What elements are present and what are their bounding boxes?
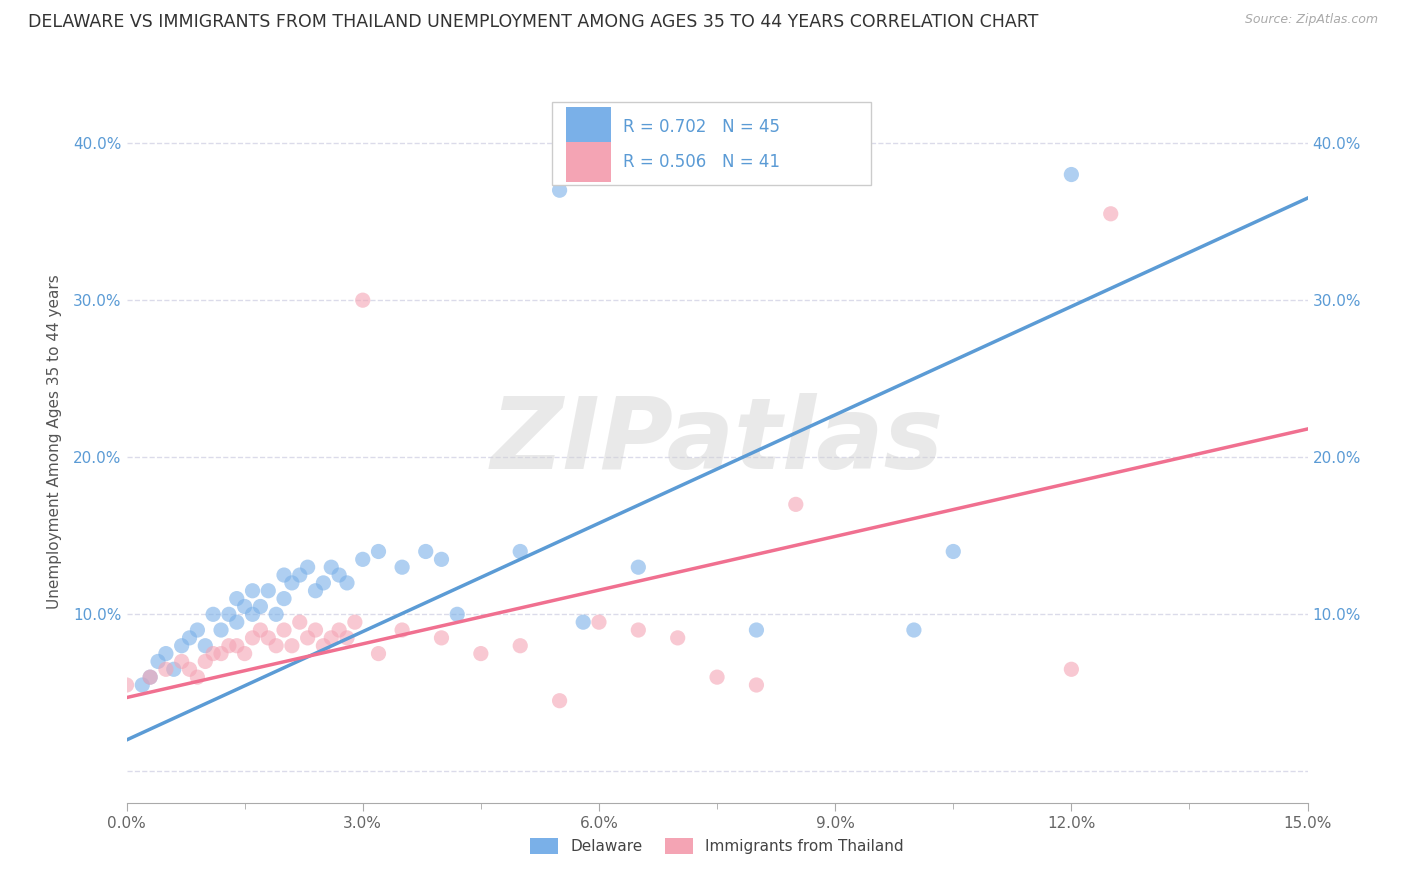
Point (264, 639, 287, 653)
Point (321, 631, 343, 645)
FancyBboxPatch shape (565, 142, 610, 182)
Point (336, 631, 359, 645)
Point (509, 544, 531, 558)
Point (1060, 168, 1083, 182)
FancyBboxPatch shape (565, 107, 610, 147)
Point (288, 615, 311, 630)
Point (194, 655, 217, 669)
Point (352, 293, 374, 308)
Point (367, 544, 389, 558)
Point (155, 662, 177, 676)
Point (155, 647, 177, 661)
Point (321, 560, 343, 574)
Point (281, 575, 304, 590)
Point (1060, 662, 1083, 676)
Point (297, 560, 319, 574)
Point (430, 552, 453, 566)
Point (588, 615, 610, 630)
Point (242, 583, 264, 598)
Point (273, 568, 295, 582)
Point (209, 623, 232, 637)
Point (415, 544, 437, 558)
Point (288, 568, 311, 582)
Point (146, 655, 169, 669)
Point (824, 144, 846, 158)
Point (666, 631, 689, 645)
Point (179, 631, 201, 645)
Point (163, 662, 186, 676)
Point (336, 575, 359, 590)
Point (572, 615, 595, 630)
Point (706, 670, 728, 684)
Point (312, 639, 335, 653)
Point (139, 670, 162, 684)
Point (391, 560, 413, 574)
Point (328, 623, 350, 637)
Point (430, 631, 453, 645)
Text: Source: ZipAtlas.com: Source: ZipAtlas.com (1244, 13, 1378, 27)
Point (225, 615, 247, 630)
Point (273, 623, 295, 637)
Point (297, 631, 319, 645)
Legend: Delaware, Immigrants from Thailand: Delaware, Immigrants from Thailand (524, 832, 910, 860)
Point (194, 639, 217, 653)
Point (218, 639, 240, 653)
Point (304, 623, 326, 637)
Point (249, 599, 271, 614)
FancyBboxPatch shape (551, 102, 870, 185)
Point (225, 591, 247, 606)
Point (242, 607, 264, 622)
Point (446, 607, 468, 622)
Point (249, 623, 271, 637)
Point (509, 639, 531, 653)
Point (627, 560, 650, 574)
Point (548, 183, 571, 197)
Point (202, 647, 225, 661)
Point (131, 678, 153, 692)
Point (186, 670, 208, 684)
Point (281, 639, 304, 653)
Point (352, 552, 374, 566)
Point (115, 678, 138, 692)
Text: DELAWARE VS IMMIGRANTS FROM THAILAND UNEMPLOYMENT AMONG AGES 35 TO 44 YEARS CORR: DELAWARE VS IMMIGRANTS FROM THAILAND UNE… (28, 13, 1039, 31)
Point (367, 647, 389, 661)
Point (186, 623, 208, 637)
Point (548, 694, 571, 708)
Point (627, 623, 650, 637)
Text: ZIPatlas: ZIPatlas (491, 393, 943, 490)
Point (470, 647, 492, 661)
Point (391, 623, 413, 637)
Text: R = 0.702   N = 45: R = 0.702 N = 45 (623, 118, 779, 136)
Point (745, 678, 768, 692)
Point (257, 631, 280, 645)
Point (218, 607, 240, 622)
Point (304, 583, 326, 598)
Point (785, 497, 807, 511)
Point (343, 615, 366, 630)
Point (745, 623, 768, 637)
Point (139, 670, 162, 684)
Point (233, 599, 256, 614)
Point (328, 568, 350, 582)
Point (1099, 207, 1122, 221)
Point (273, 591, 295, 606)
Point (233, 647, 256, 661)
Point (257, 583, 280, 598)
Y-axis label: Unemployment Among Ages 35 to 44 years: Unemployment Among Ages 35 to 44 years (46, 274, 62, 609)
Point (170, 655, 193, 669)
Point (903, 623, 925, 637)
Point (225, 639, 247, 653)
Point (202, 607, 225, 622)
Point (242, 631, 264, 645)
Point (312, 575, 335, 590)
Point (942, 544, 965, 558)
Text: R = 0.506   N = 41: R = 0.506 N = 41 (623, 153, 779, 170)
Point (179, 662, 201, 676)
Point (264, 607, 287, 622)
Point (170, 639, 193, 653)
Point (209, 647, 232, 661)
